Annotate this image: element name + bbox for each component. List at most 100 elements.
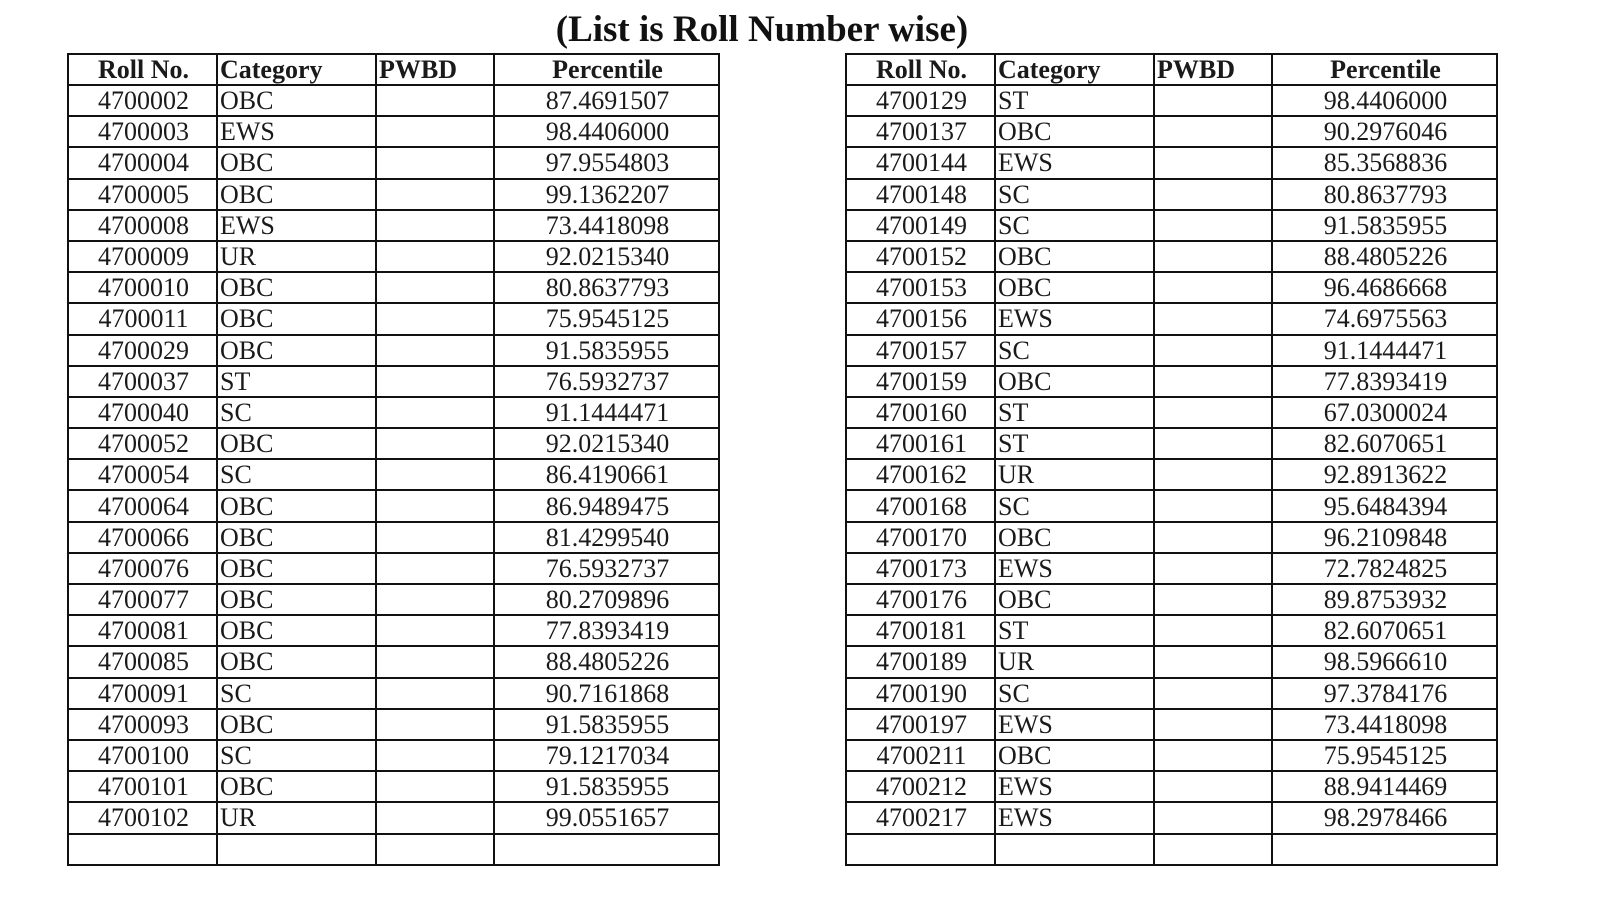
category-cell: ST	[994, 83, 1155, 118]
table-row: 4700148 SC 80.8637793	[845, 177, 1498, 211]
roll-no-cell: 4700101	[67, 770, 218, 804]
category-cell: ST	[994, 427, 1155, 461]
roll-no-cell: 4700077	[67, 582, 218, 617]
roll-no-cell: 4700081	[67, 614, 218, 648]
table-row: 4700002 OBC 87.4691507	[67, 83, 720, 118]
percentile-cell: 88.4805226	[1271, 239, 1498, 274]
roll-no-cell: 4700011	[67, 302, 218, 336]
category-cell: EWS	[994, 707, 1155, 741]
percentile-cell: 77.8393419	[493, 614, 720, 648]
roll-no-cell: 4700212	[845, 770, 996, 804]
percentile-cell: 81.4299540	[493, 520, 720, 554]
roll-no-cell: 4700160	[845, 395, 996, 430]
results-table-right: Roll No. Category PWBD Percentile 470012…	[845, 53, 1498, 866]
percentile-cell: 86.9489475	[493, 489, 720, 523]
table-row: 4700100 SC 79.1217034	[67, 738, 720, 773]
roll-no-cell: 4700010	[67, 271, 218, 305]
table-row: 4700189 UR 98.5966610	[845, 645, 1498, 679]
percentile-cell: 86.4190661	[493, 458, 720, 492]
pwbd-cell	[1153, 364, 1273, 398]
pwbd-cell	[1153, 551, 1273, 586]
percentile-cell: 72.7824825	[1271, 551, 1498, 586]
pwbd-cell	[1153, 520, 1273, 554]
table-row: 4700011 OBC 75.9545125	[67, 302, 720, 336]
category-cell: OBC	[216, 271, 377, 305]
pwbd-cell	[375, 177, 495, 211]
percentile-cell: 96.4686668	[1271, 271, 1498, 305]
table-row: 4700144 EWS 85.3568836	[845, 146, 1498, 180]
percentile-cell: 92.8913622	[1271, 458, 1498, 492]
table-row: 4700054 SC 86.4190661	[67, 458, 720, 492]
percentile-cell: 73.4418098	[493, 208, 720, 242]
table-header-row: Roll No. Category PWBD Percentile	[845, 53, 1498, 86]
category-cell: OBC	[994, 582, 1155, 617]
empty-cell	[1271, 832, 1498, 866]
percentile-cell: 92.0215340	[493, 427, 720, 461]
category-cell: OBC	[216, 645, 377, 679]
pwbd-cell	[1153, 115, 1273, 149]
category-cell: SC	[994, 208, 1155, 242]
category-cell: SC	[216, 738, 377, 773]
category-cell: SC	[994, 333, 1155, 367]
percentile-cell: 79.1217034	[493, 738, 720, 773]
percentile-cell: 77.8393419	[1271, 364, 1498, 398]
table-row: 4700181 ST 82.6070651	[845, 614, 1498, 648]
category-cell: EWS	[994, 770, 1155, 804]
empty-cell	[375, 832, 495, 866]
table-row: 4700101 OBC 91.5835955	[67, 770, 720, 804]
pwbd-cell	[375, 614, 495, 648]
category-cell: OBC	[216, 177, 377, 211]
roll-no-cell: 4700173	[845, 551, 996, 586]
category-cell: OBC	[216, 707, 377, 741]
roll-no-cell: 4700159	[845, 364, 996, 398]
pwbd-cell	[1153, 146, 1273, 180]
percentile-cell: 91.5835955	[493, 707, 720, 741]
table-row: 4700149 SC 91.5835955	[845, 208, 1498, 242]
table-row: 4700029 OBC 91.5835955	[67, 333, 720, 367]
table-row: 4700077 OBC 80.2709896	[67, 582, 720, 617]
roll-no-cell: 4700152	[845, 239, 996, 274]
roll-no-cell: 4700189	[845, 645, 996, 679]
percentile-cell: 80.8637793	[493, 271, 720, 305]
category-cell: SC	[216, 395, 377, 430]
roll-no-cell: 4700054	[67, 458, 218, 492]
header-percentile: Percentile	[493, 53, 720, 86]
header-pwbd: PWBD	[1153, 53, 1273, 86]
roll-no-cell: 4700162	[845, 458, 996, 492]
pwbd-cell	[375, 239, 495, 274]
pwbd-cell	[375, 645, 495, 679]
category-cell: OBC	[216, 551, 377, 586]
table-row: 4700170 OBC 96.2109848	[845, 520, 1498, 554]
header-pwbd: PWBD	[375, 53, 495, 86]
percentile-cell: 97.9554803	[493, 146, 720, 180]
category-cell: SC	[994, 177, 1155, 211]
percentile-cell: 85.3568836	[1271, 146, 1498, 180]
roll-no-cell: 4700102	[67, 801, 218, 835]
pwbd-cell	[375, 395, 495, 430]
category-cell: SC	[994, 676, 1155, 710]
table-row: 4700052 OBC 92.0215340	[67, 427, 720, 461]
category-cell: OBC	[994, 271, 1155, 305]
category-cell: OBC	[216, 614, 377, 648]
table-row: 4700173 EWS 72.7824825	[845, 551, 1498, 586]
category-cell: OBC	[994, 364, 1155, 398]
table-row: 4700102 UR 99.0551657	[67, 801, 720, 835]
category-cell: OBC	[216, 489, 377, 523]
percentile-cell: 76.5932737	[493, 551, 720, 586]
table-row: 4700176 OBC 89.8753932	[845, 582, 1498, 617]
category-cell: OBC	[216, 333, 377, 367]
percentile-cell: 92.0215340	[493, 239, 720, 274]
table-row: 4700081 OBC 77.8393419	[67, 614, 720, 648]
percentile-cell: 98.5966610	[1271, 645, 1498, 679]
table-row: 4700040 SC 91.1444471	[67, 395, 720, 430]
roll-no-cell: 4700037	[67, 364, 218, 398]
pwbd-cell	[375, 208, 495, 242]
percentile-cell: 82.6070651	[1271, 427, 1498, 461]
pwbd-cell	[375, 271, 495, 305]
roll-no-cell: 4700004	[67, 146, 218, 180]
category-cell: EWS	[216, 208, 377, 242]
percentile-cell: 88.9414469	[1271, 770, 1498, 804]
roll-no-cell: 4700093	[67, 707, 218, 741]
category-cell: OBC	[216, 427, 377, 461]
pwbd-cell	[1153, 239, 1273, 274]
